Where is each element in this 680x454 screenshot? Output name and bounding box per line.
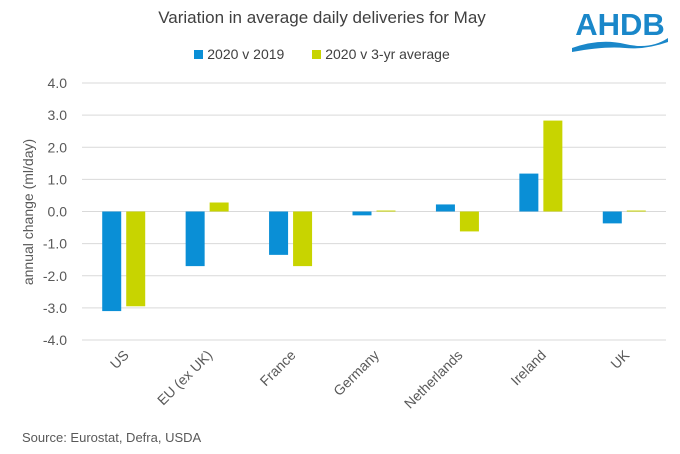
bar-2020-v-2019-eu-ex-uk-: [185, 211, 205, 267]
x-category-label: Netherlands: [401, 347, 466, 412]
source-note: Source: Eurostat, Defra, USDA: [22, 430, 202, 445]
legend-item-2020-v-3yr-average: 2020 v 3-yr average: [312, 46, 450, 62]
x-category-label: US: [107, 347, 132, 372]
logo-text: AHDB: [575, 7, 665, 42]
y-tick-label: -1.0: [43, 236, 67, 252]
legend-label: 2020 v 3-yr average: [325, 46, 450, 62]
bar-2020-v-2019-netherlands: [435, 204, 455, 212]
x-axis-categories: US EU (ex UK) France Germany Netherlands Irel…: [107, 346, 633, 411]
bar-2020-v-3yr-average-netherlands: [459, 211, 479, 232]
y-tick-label: -3.0: [43, 300, 67, 316]
gridlines: [82, 82, 666, 341]
bar-2020-v-2019-france: [269, 211, 289, 255]
y-axis-label: annual change (ml/day): [20, 139, 36, 285]
y-tick-label: -4.0: [43, 332, 67, 348]
bar-2020-v-2019-ireland: [519, 173, 539, 212]
y-tick-label: 3.0: [48, 107, 68, 123]
bar-2020-v-3yr-average-us: [126, 211, 146, 307]
chart-title: Variation in average daily deliveries fo…: [158, 8, 486, 27]
x-category-label: Ireland: [507, 347, 549, 389]
bar-2020-v-3yr-average-france: [293, 211, 313, 267]
x-category-label: France: [257, 347, 299, 389]
legend-swatch-blue: [194, 50, 204, 59]
bar-2020-v-3yr-average-germany: [376, 210, 396, 212]
y-tick-label: 2.0: [48, 139, 68, 155]
y-tick-label: 4.0: [48, 75, 68, 91]
legend: 2020 v 2019 2020 v 3-yr average: [0, 46, 662, 62]
bar-2020-v-3yr-average-ireland: [543, 120, 563, 212]
x-category-label: UK: [607, 346, 633, 372]
logo-wave-icon: [572, 38, 668, 52]
y-tick-label: 0.0: [48, 204, 68, 220]
legend-swatch-green: [312, 50, 322, 59]
y-tick-label: -2.0: [43, 268, 67, 284]
x-category-label: Germany: [330, 347, 382, 399]
legend-label: 2020 v 2019: [207, 46, 285, 62]
bar-2020-v-2019-uk: [602, 211, 622, 224]
y-tick-label: 1.0: [48, 171, 68, 187]
legend-item-2020-v-2019: 2020 v 2019: [194, 46, 284, 62]
bar-2020-v-2019-us: [102, 211, 122, 312]
bars: [102, 120, 646, 312]
ahdb-logo: AHDB: [572, 7, 668, 52]
y-axis-ticks: 4.0 3.0 2.0 1.0 0.0 -1.0 -2.0 -3.0 -4.0: [43, 75, 67, 348]
x-category-label: EU (ex UK): [154, 347, 215, 408]
bar-2020-v-2019-germany: [352, 211, 372, 216]
bar-2020-v-3yr-average-uk: [626, 210, 646, 212]
bar-2020-v-3yr-average-eu-ex-uk-: [209, 202, 229, 212]
